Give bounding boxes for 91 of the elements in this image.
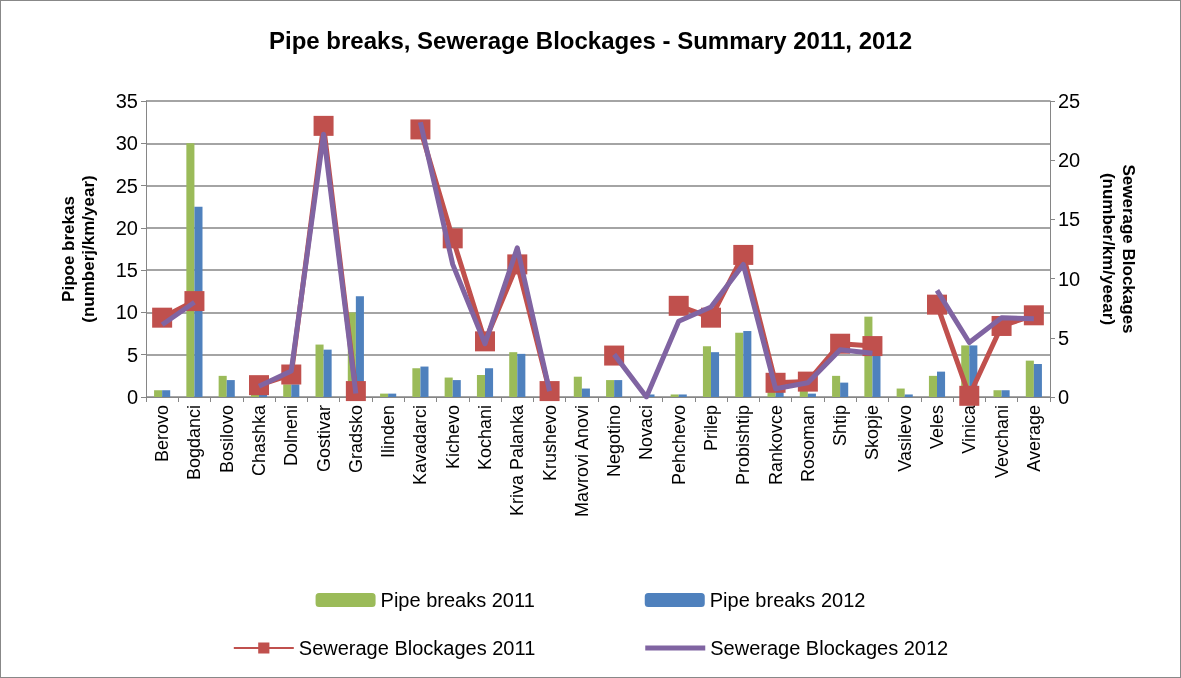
x-tick-label: Kriva Palanka [507,404,528,517]
bar [162,390,171,397]
bar [1033,364,1042,397]
legend-label: Pipe breaks 2012 [709,589,866,611]
x-tick-label: Vevchani [991,405,1012,479]
x-tick-label: Mavrovi Anovi [571,405,592,518]
bar [832,375,841,397]
x-tick-label: Krushevo [539,405,560,482]
bar [735,332,744,397]
bar [218,375,227,397]
x-tick-label: Dolneni [281,405,302,467]
bar [509,352,518,397]
chart-title: Pipe breaks, Sewerage Blockages - Summary 2011, 2012 [268,26,913,54]
bar [872,354,881,397]
y2-tick-label: 25 [1058,90,1081,112]
y-tick-label: 0 [126,386,138,408]
x-tick-label: Kochani [475,405,495,471]
bar [283,384,292,397]
bar [1025,360,1034,397]
bar [678,394,687,397]
x-tick-label: Shtip [830,405,851,447]
x-tick-label: Prilep [701,405,721,452]
bar [476,375,485,397]
x-tick-label: Chashka [249,404,269,477]
point [959,385,980,406]
bar [412,368,421,397]
bar [937,371,946,397]
bar [581,388,590,397]
x-tick-label: Bosilovo [216,405,237,474]
y-tick-label: 15 [115,259,138,282]
y-tick-label: 20 [115,216,138,239]
y2-tick-label: 10 [1058,267,1081,290]
legend-label: Sewerage Blockages 2012 [710,637,949,659]
bar [928,375,937,397]
x-tick-label: Rosoman [797,405,818,483]
bar [485,368,494,397]
legend-label: Pipe breaks 2011 [380,589,535,611]
x-tick-label: Negotino [604,405,625,478]
bar [154,390,163,397]
bar [323,349,332,397]
x-tick-label: Probishtip [733,405,754,486]
bar [517,353,526,397]
bar [420,366,429,397]
bar [452,380,461,397]
y-tick-label: 10 [115,301,138,324]
bar [840,382,849,397]
y2-tick-label: 0 [1058,386,1070,408]
point [668,295,689,316]
bar [186,143,195,397]
x-tick-label: Kavadarci [410,405,431,486]
x-tick-label: Bogdanci [184,405,205,481]
x-tick-label: Gradsko [345,405,366,474]
y-tick-label: 30 [115,132,138,155]
bar [702,346,711,397]
x-tick-label: Vinica [959,404,980,454]
x-tick-label: Ilinden [378,405,399,459]
legend-label: Sewerage Blockages 2011 [298,637,536,659]
y-tick-label: 35 [115,90,138,112]
x-tick-label: Rankovce [765,405,786,486]
y2-tick-label: 20 [1058,149,1081,172]
point [313,115,334,136]
bar [315,344,324,397]
bar [291,384,300,397]
bar [614,380,623,397]
bar [896,388,905,397]
x-tick-label: Average [1023,405,1044,472]
bar [444,377,453,397]
point [733,244,754,265]
bar [1001,390,1010,397]
y2-tick-label: 15 [1058,208,1081,231]
y2-axis-title: Sewerage Blockages (number/km/yeear) [1098,164,1138,334]
x-tick-label: Skopje [862,405,883,461]
bar [993,390,1002,397]
y-tick-label: 5 [126,343,138,366]
bar [904,394,913,397]
x-tick-label: Novaci [636,405,657,461]
x-tick-label: Veles [927,405,947,450]
y2-tick-label: 5 [1058,326,1070,349]
x-tick-label: Berovo [152,405,173,463]
x-tick-label: Vasilevo [894,405,915,472]
bar [711,352,720,397]
x-tick-label: Pehchevo [668,405,689,486]
bar [573,376,582,397]
bar [670,394,679,397]
y-axis-title: Pipoe brekas (numberj/km/year) [58,175,98,323]
bar [743,331,752,397]
bar [226,380,235,397]
bar [606,380,615,397]
x-tick-label: Kichevo [442,405,463,470]
y-tick-label: 25 [115,174,138,197]
x-tick-label: Gostivar [313,405,334,473]
